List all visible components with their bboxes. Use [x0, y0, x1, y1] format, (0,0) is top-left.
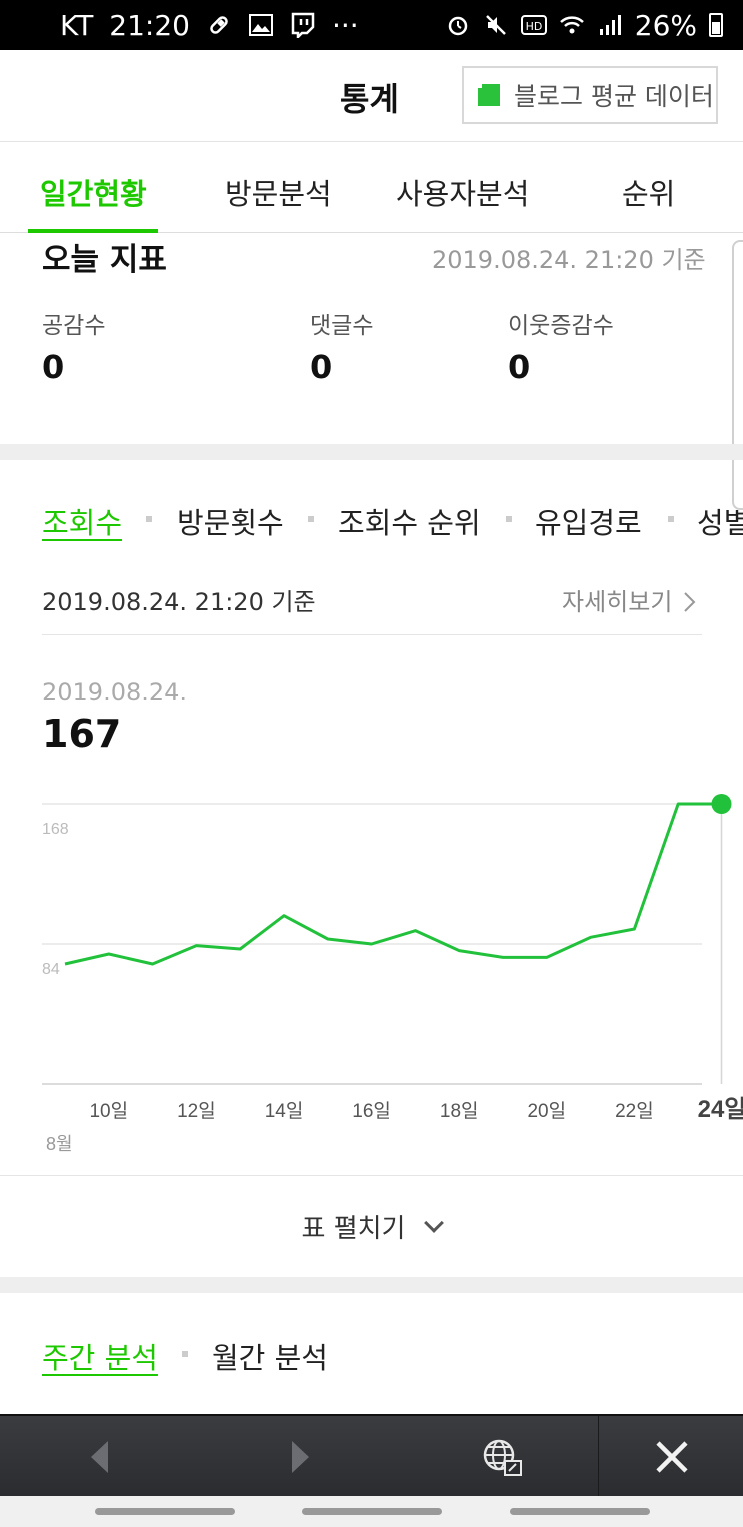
details-link-label: 자세히보기: [562, 588, 673, 616]
stats-subtabs: 조회수 방문횟수 조회수 순위 유입경로 성별: [0, 500, 743, 540]
clock-label: 21:20: [109, 8, 190, 42]
separator-dot: [182, 1351, 188, 1357]
mute-icon: [483, 12, 509, 38]
chart-basis-time: 2019.08.24. 21:20 기준: [42, 588, 316, 616]
alarm-icon: [445, 12, 471, 38]
details-link[interactable]: 자세히보기: [562, 582, 696, 617]
metric-value: 0: [508, 348, 531, 386]
x-tick-label: 20일: [527, 1100, 566, 1122]
forward-button[interactable]: [260, 1416, 340, 1498]
forward-arrow-icon: [292, 1441, 309, 1473]
views-line-chart[interactable]: 168 84 10일 12일 14일 16일 18일 20일 22일 24일 8월: [0, 780, 743, 1160]
status-bar: KT 21:20 ··· HD 26%: [0, 0, 743, 50]
close-button[interactable]: [630, 1416, 714, 1498]
metric-comments: 댓글수 0: [310, 306, 373, 386]
back-arrow-icon: [91, 1441, 108, 1473]
section-divider: [0, 1277, 743, 1293]
separator-dot: [146, 516, 152, 522]
highlight-point: [711, 794, 732, 814]
tab-daily[interactable]: 일간현황: [40, 177, 147, 211]
x-tick-label: 12일: [177, 1100, 216, 1122]
metric-neighbors: 이웃증감수 0: [508, 306, 614, 386]
x-tick-label: 24일: [698, 1096, 743, 1123]
x-tick-label: 22일: [615, 1100, 654, 1122]
globe-icon: [483, 1439, 522, 1476]
subtab-visits[interactable]: 방문횟수: [177, 506, 284, 540]
signal-icon: [597, 12, 623, 38]
metric-label: 댓글수: [310, 313, 374, 339]
subtab-gender[interactable]: 성별: [697, 506, 743, 540]
battery-percent: 26%: [634, 8, 697, 42]
views-series-line: [64, 802, 722, 966]
tab-visit-analysis[interactable]: 방문분석: [225, 177, 332, 211]
document-icon: [478, 84, 500, 106]
carrier-label: KT: [60, 8, 94, 42]
chevron-right-icon: [684, 592, 696, 612]
x-tick-label: 10일: [89, 1100, 128, 1122]
wifi-icon: [559, 12, 585, 38]
battery-icon: [709, 13, 723, 37]
expand-table-label: 표 펼치기: [301, 1214, 406, 1244]
today-title: 오늘 지표: [42, 242, 167, 278]
nav-pill-recents[interactable]: [95, 1508, 235, 1515]
tab-monthly-analysis[interactable]: 월간 분석: [212, 1341, 328, 1375]
separator-dot: [668, 516, 674, 522]
pill-icon: [206, 12, 232, 38]
svg-text:HD: HD: [525, 20, 542, 33]
x-tick-label: 14일: [265, 1100, 304, 1122]
nav-pill-home[interactable]: [302, 1508, 442, 1515]
scrollbar[interactable]: [732, 240, 743, 510]
gallery-icon: [248, 12, 274, 38]
main-tabs: 일간현황 방문분석 사용자분석 순위: [0, 143, 743, 233]
separator-dot: [506, 516, 512, 522]
blog-average-label: 블로그 평균 데이터: [514, 82, 714, 111]
nav-pill-back[interactable]: [510, 1508, 650, 1515]
x-month-label: 8월: [46, 1134, 73, 1154]
today-timestamp: 2019.08.24. 21:20 기준: [432, 246, 706, 274]
page-title: 통계: [340, 80, 399, 118]
chevron-down-icon: [424, 1212, 445, 1233]
system-nav-bar: [0, 1496, 743, 1527]
expand-table-button[interactable]: 표 펼치기: [0, 1175, 743, 1277]
hd-icon: HD: [520, 12, 547, 38]
more-dots: ···: [332, 8, 359, 42]
subtab-referrer[interactable]: 유입경로: [535, 506, 642, 540]
period-tabs: 주간 분석 월간 분석: [0, 1335, 743, 1375]
tab-ranking[interactable]: 순위: [622, 177, 676, 211]
y-tick-label: 168: [42, 821, 69, 838]
subtab-views[interactable]: 조회수: [42, 506, 123, 540]
divider: [42, 634, 702, 635]
y-tick-label: 84: [42, 961, 60, 978]
close-icon: [656, 1441, 688, 1473]
header: 통계 블로그 평균 데이터: [0, 50, 743, 142]
selected-date: 2019.08.24.: [42, 678, 188, 706]
blog-average-button[interactable]: 블로그 평균 데이터: [462, 66, 718, 124]
twitch-icon: [290, 12, 316, 38]
toolbar-separator: [598, 1416, 599, 1498]
metric-label: 공감수: [42, 313, 106, 339]
metric-value: 0: [310, 348, 333, 386]
back-button[interactable]: [60, 1416, 140, 1498]
browser-toolbar: [0, 1414, 743, 1498]
tab-user-analysis[interactable]: 사용자분석: [396, 177, 530, 211]
metric-label: 이웃증감수: [508, 313, 614, 339]
open-in-browser-button[interactable]: [462, 1416, 542, 1498]
metric-value: 0: [42, 348, 65, 386]
metric-likes: 공감수 0: [42, 306, 105, 386]
active-tab-indicator: [28, 229, 158, 233]
section-divider: [0, 444, 743, 460]
x-tick-label: 16일: [352, 1100, 391, 1122]
today-section: 오늘 지표 2019.08.24. 21:20 기준 공감수 0 댓글수 0 이…: [0, 234, 743, 444]
subtab-view-ranking[interactable]: 조회수 순위: [338, 506, 481, 540]
x-tick-label: 18일: [440, 1100, 479, 1122]
separator-dot: [308, 516, 314, 522]
selected-value: 167: [42, 712, 122, 756]
tab-weekly-analysis[interactable]: 주간 분석: [42, 1341, 158, 1375]
